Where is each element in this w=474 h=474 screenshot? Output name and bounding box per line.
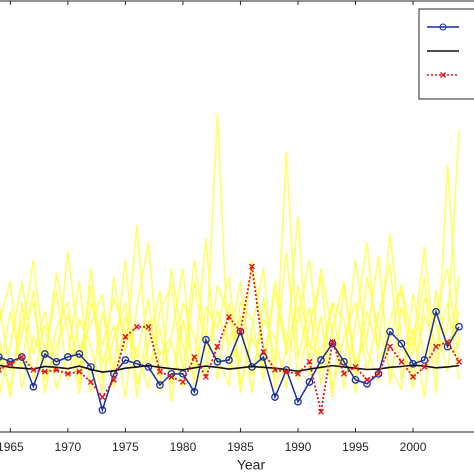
legend-marker	[440, 72, 446, 78]
point-marker	[18, 354, 25, 361]
point-marker	[75, 350, 84, 358]
point-marker	[432, 307, 440, 316]
series-line	[0, 242, 460, 397]
point-marker	[456, 358, 463, 365]
point-marker	[433, 343, 440, 350]
legend-box	[418, 8, 474, 100]
point-marker	[271, 366, 278, 373]
point-marker	[18, 353, 26, 361]
legend	[418, 8, 474, 100]
point-marker	[294, 397, 302, 406]
point-marker	[397, 339, 406, 348]
x-tick-label: 2000	[400, 440, 427, 454]
series-line	[0, 113, 460, 398]
point-marker	[386, 327, 394, 336]
point-marker	[237, 328, 244, 335]
point-marker	[271, 393, 279, 401]
x-tick-label: 1995	[342, 440, 369, 454]
x-tick-label: 1985	[227, 440, 254, 454]
point-marker	[133, 323, 140, 330]
point-marker	[444, 338, 451, 345]
point-marker	[410, 373, 417, 380]
point-marker	[398, 358, 405, 365]
x-tick-label: 1970	[55, 440, 82, 454]
point-marker	[190, 388, 199, 396]
point-marker	[352, 363, 359, 370]
point-marker	[30, 366, 37, 373]
point-marker	[145, 323, 152, 330]
series-line	[0, 151, 460, 394]
x-tick-label: 1990	[285, 440, 312, 454]
point-marker	[283, 368, 290, 375]
point-marker	[202, 335, 210, 344]
point-marker	[144, 363, 153, 371]
point-marker	[52, 357, 61, 366]
point-marker	[99, 394, 106, 401]
point-marker	[156, 368, 163, 375]
point-marker	[364, 376, 370, 383]
point-marker	[202, 373, 209, 380]
series-line	[0, 266, 460, 412]
point-marker	[7, 360, 14, 367]
point-marker	[375, 370, 382, 377]
point-marker	[317, 356, 325, 364]
series-line	[0, 268, 460, 398]
point-marker	[260, 348, 267, 355]
point-marker	[374, 369, 383, 378]
series-line	[0, 364, 460, 373]
point-marker	[29, 382, 38, 391]
x-tick-label: 1975	[112, 440, 139, 454]
point-marker	[294, 370, 301, 377]
point-marker	[191, 354, 198, 361]
point-marker	[41, 350, 49, 358]
point-marker	[421, 363, 428, 370]
point-marker	[248, 263, 255, 270]
point-marker	[341, 370, 347, 377]
point-marker	[122, 333, 129, 340]
point-marker	[168, 373, 175, 380]
point-marker	[214, 343, 221, 350]
point-marker	[225, 313, 232, 320]
point-marker	[179, 379, 186, 385]
plot-area	[0, 113, 463, 415]
point-marker	[76, 368, 83, 375]
x-axis-label: Year	[237, 457, 266, 473]
x-tick-label: 1965	[0, 440, 24, 454]
point-marker	[317, 408, 324, 415]
point-marker	[225, 356, 233, 364]
point-marker	[340, 357, 348, 366]
point-marker	[387, 343, 394, 350]
point-marker	[0, 353, 3, 361]
point-marker	[213, 357, 222, 366]
point-marker	[409, 360, 417, 368]
point-marker	[98, 406, 107, 414]
series-line	[0, 309, 460, 413]
point-marker	[53, 366, 60, 373]
point-marker	[443, 342, 452, 351]
point-marker	[306, 358, 313, 365]
x-tick-label: 1980	[170, 440, 197, 454]
point-marker	[87, 379, 94, 385]
point-marker	[329, 338, 336, 345]
point-marker	[455, 322, 463, 331]
point-marker	[64, 353, 72, 361]
legend-marker	[439, 23, 447, 31]
point-marker	[0, 366, 2, 373]
point-marker	[41, 368, 48, 375]
point-marker	[121, 356, 130, 364]
point-marker	[156, 381, 164, 389]
point-marker	[110, 376, 117, 383]
point-marker	[64, 370, 71, 377]
point-marker	[351, 375, 360, 384]
point-marker	[305, 378, 314, 386]
